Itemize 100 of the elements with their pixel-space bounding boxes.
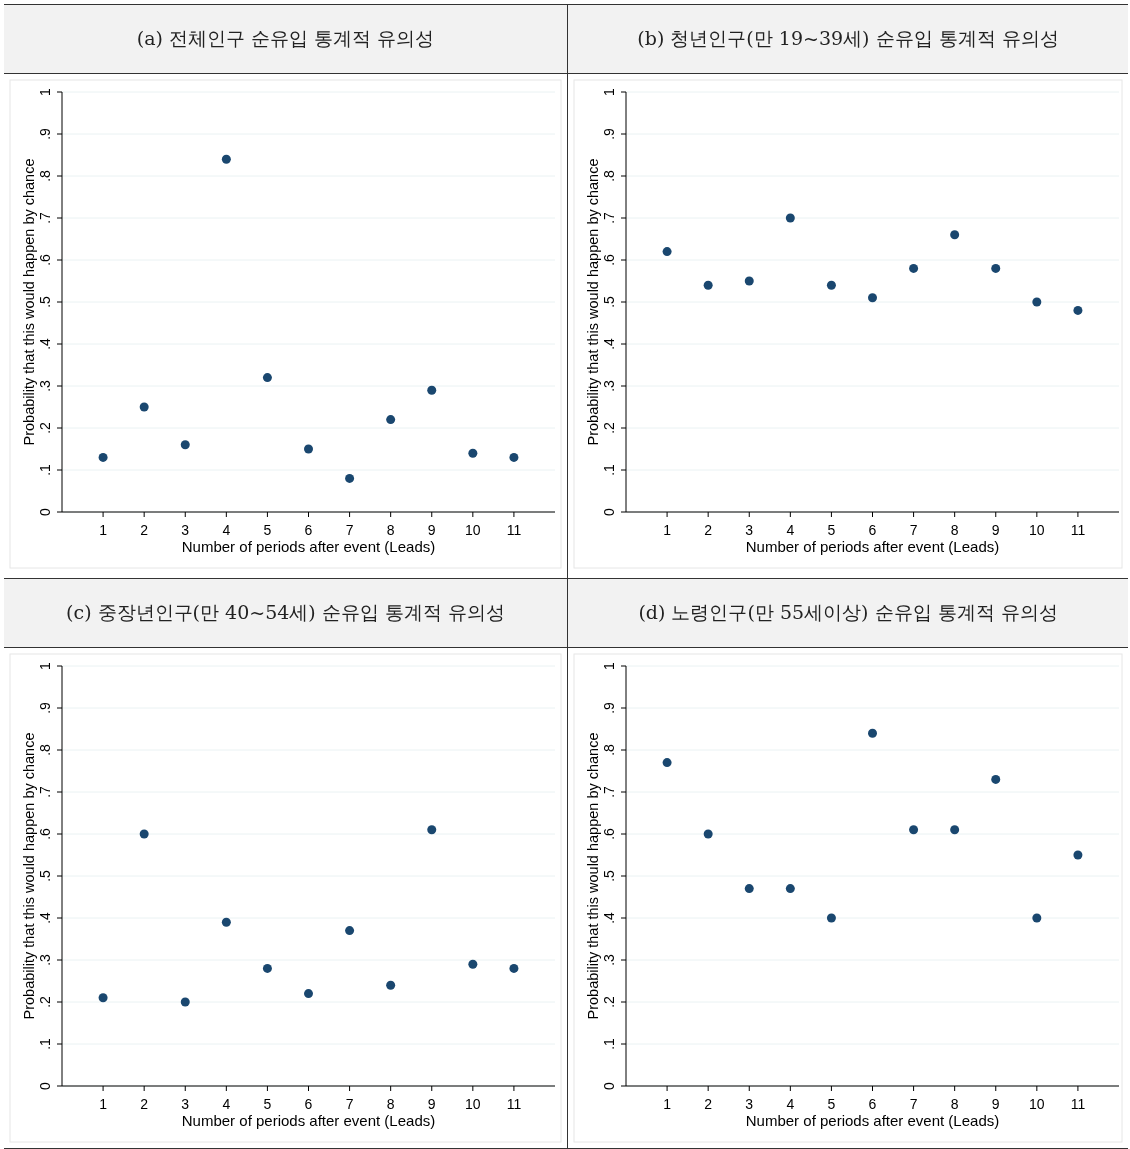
x-tick-label: 11: [506, 1096, 522, 1112]
y-tick-label: .7: [601, 211, 617, 224]
x-tick-label: 3: [745, 1096, 754, 1112]
x-tick-label: 11: [1070, 522, 1086, 538]
y-tick-label: .3: [37, 379, 53, 392]
x-tick-label: 7: [909, 1096, 918, 1112]
x-tick-label: 2: [140, 522, 149, 538]
y-tick-label: .1: [601, 1037, 617, 1050]
y-tick-label: .6: [601, 253, 617, 266]
y-tick-label: .5: [37, 869, 53, 882]
x-tick-label: 1: [663, 1096, 672, 1112]
x-tick-label: 1: [99, 522, 108, 538]
y-tick-label: .1: [601, 463, 617, 476]
x-tick-label: 3: [181, 522, 190, 538]
x-tick-label: 5: [263, 522, 272, 538]
y-axis-title: Probability that this would happen by chance: [21, 158, 37, 446]
y-tick-label: .9: [601, 701, 617, 714]
y-tick-label: 0: [601, 507, 617, 516]
y-tick-label: .5: [601, 869, 617, 882]
x-tick-label: 6: [304, 522, 313, 538]
x-tick-label: 9: [991, 1096, 1000, 1112]
x-tick-label: 6: [868, 522, 877, 538]
x-tick-label: 10: [1029, 522, 1045, 538]
y-tick-label: .8: [601, 743, 617, 756]
x-tick-label: 8: [950, 522, 959, 538]
x-axis-title: Number of periods after event (Leads): [745, 1112, 1000, 1129]
x-tick-label: 2: [704, 522, 713, 538]
y-tick-label: .5: [37, 295, 53, 308]
x-tick-label: 6: [304, 1096, 313, 1112]
chart-title: (a) 전체인구 순유입 통계적 유의성: [4, 5, 568, 74]
y-tick-label: 0: [37, 507, 53, 516]
x-tick-label: 4: [786, 522, 795, 538]
x-tick-label: 3: [181, 1096, 190, 1112]
y-tick-label: .2: [601, 995, 617, 1008]
chart-title: (d) 노령인구(만 55세이상) 순유입 통계적 유의성: [568, 579, 1128, 648]
x-tick-label: 1: [663, 522, 672, 538]
x-tick-label: 10: [1029, 1096, 1045, 1112]
y-tick-label: .5: [601, 295, 617, 308]
x-tick-label: 4: [786, 1096, 795, 1112]
y-tick-label: .2: [601, 421, 617, 434]
x-tick-label: 10: [465, 1096, 481, 1112]
y-tick-label: .4: [37, 911, 53, 924]
y-tick-label: .3: [601, 953, 617, 966]
x-tick-label: 11: [506, 522, 522, 538]
x-tick-label: 2: [704, 1096, 713, 1112]
x-tick-label: 2: [140, 1096, 149, 1112]
y-tick-label: .9: [37, 701, 53, 714]
y-tick-label: .8: [37, 169, 53, 182]
y-axis-title: Probability that this would happen by chance: [585, 732, 601, 1020]
y-tick-label: 0: [601, 1081, 617, 1090]
y-tick-label: .3: [601, 379, 617, 392]
y-axis-title: Probability that this would happen by chance: [585, 158, 601, 446]
y-tick-label: .4: [601, 337, 617, 350]
x-tick-label: 5: [827, 1096, 836, 1112]
y-tick-label: .2: [37, 421, 53, 434]
x-tick-label: 9: [427, 1096, 436, 1112]
x-tick-label: 8: [386, 522, 395, 538]
x-tick-label: 9: [991, 522, 1000, 538]
x-tick-label: 4: [222, 522, 231, 538]
x-axis-title: Number of periods after event (Leads): [181, 538, 436, 555]
x-tick-label: 3: [745, 522, 754, 538]
x-tick-label: 7: [345, 522, 354, 538]
y-tick-label: .6: [37, 827, 53, 840]
y-tick-label: .6: [37, 253, 53, 266]
x-tick-label: 7: [909, 522, 918, 538]
y-tick-label: 1: [601, 661, 617, 670]
x-tick-label: 5: [263, 1096, 272, 1112]
chart-title: (b) 청년인구(만 19~39세) 순유입 통계적 유의성: [568, 5, 1128, 74]
x-axis-title: Number of periods after event (Leads): [745, 538, 1000, 555]
x-tick-label: 8: [950, 1096, 959, 1112]
y-tick-label: .7: [601, 785, 617, 798]
x-tick-label: 11: [1070, 1096, 1086, 1112]
y-tick-label: 1: [37, 87, 53, 96]
x-tick-label: 8: [386, 1096, 395, 1112]
y-tick-label: .7: [37, 785, 53, 798]
x-axis-title: Number of periods after event (Leads): [181, 1112, 436, 1129]
y-tick-label: 1: [37, 661, 53, 670]
x-tick-label: 5: [827, 522, 836, 538]
y-tick-label: 1: [601, 87, 617, 96]
y-tick-label: .3: [37, 953, 53, 966]
x-tick-label: 4: [222, 1096, 231, 1112]
y-tick-label: .1: [37, 1037, 53, 1050]
y-tick-label: .6: [601, 827, 617, 840]
y-tick-label: .9: [601, 127, 617, 140]
y-axis-title: Probability that this would happen by chance: [21, 732, 37, 1020]
y-tick-label: .8: [37, 743, 53, 756]
y-tick-label: .2: [37, 995, 53, 1008]
y-tick-label: .4: [37, 337, 53, 350]
y-tick-label: .8: [601, 169, 617, 182]
y-tick-label: 0: [37, 1081, 53, 1090]
x-tick-label: 9: [427, 522, 436, 538]
x-tick-label: 6: [868, 1096, 877, 1112]
y-tick-label: .7: [37, 211, 53, 224]
chart-title: (c) 중장년인구(만 40~54세) 순유입 통계적 유의성: [4, 579, 568, 648]
y-tick-label: .4: [601, 911, 617, 924]
y-tick-label: .9: [37, 127, 53, 140]
x-tick-label: 1: [99, 1096, 108, 1112]
x-tick-label: 7: [345, 1096, 354, 1112]
y-tick-label: .1: [37, 463, 53, 476]
x-tick-label: 10: [465, 522, 481, 538]
